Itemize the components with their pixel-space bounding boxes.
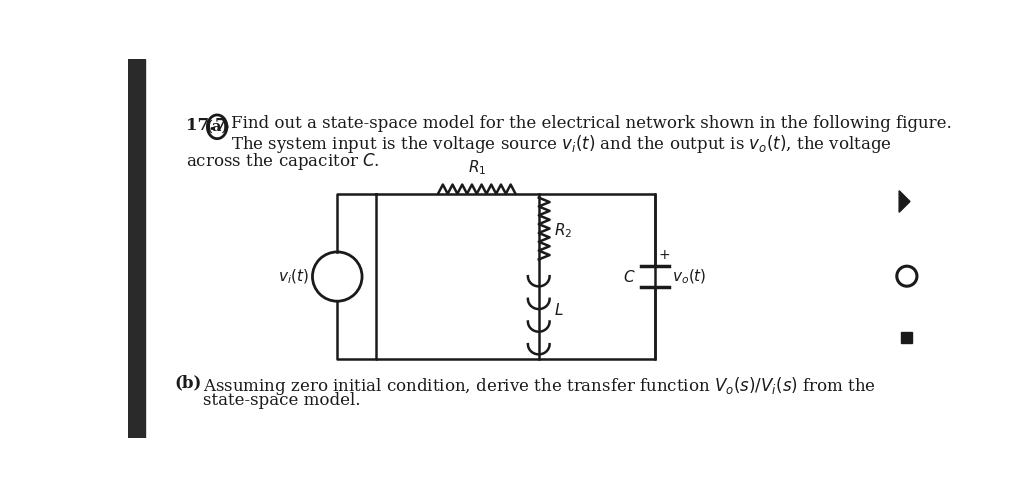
- Text: The system input is the voltage source $v_i(t)$ and the output is $v_o(t)$, the : The system input is the voltage source $…: [231, 133, 892, 155]
- Polygon shape: [128, 59, 145, 438]
- Text: $v_i(t)$: $v_i(t)$: [278, 267, 308, 286]
- Text: (b): (b): [174, 375, 202, 392]
- Polygon shape: [899, 191, 910, 212]
- Text: $C$: $C$: [623, 269, 635, 284]
- Text: +: +: [658, 248, 671, 262]
- Text: Assuming zero initial condition, derive the transfer function $V_o(s)/V_i(s)$ fr: Assuming zero initial condition, derive …: [203, 375, 877, 397]
- Polygon shape: [901, 333, 912, 343]
- Text: (a): (a): [206, 120, 228, 134]
- Text: Find out a state-space model for the electrical network shown in the following f: Find out a state-space model for the ele…: [231, 115, 952, 132]
- Text: $R_1$: $R_1$: [468, 158, 486, 177]
- Text: $R_2$: $R_2$: [554, 221, 572, 240]
- Text: $v_o(t)$: $v_o(t)$: [673, 267, 707, 286]
- Text: 17.7: 17.7: [186, 117, 226, 134]
- Text: across the capacitor $C$.: across the capacitor $C$.: [186, 151, 380, 172]
- Text: state-space model.: state-space model.: [203, 393, 360, 409]
- Text: $L$: $L$: [554, 302, 564, 318]
